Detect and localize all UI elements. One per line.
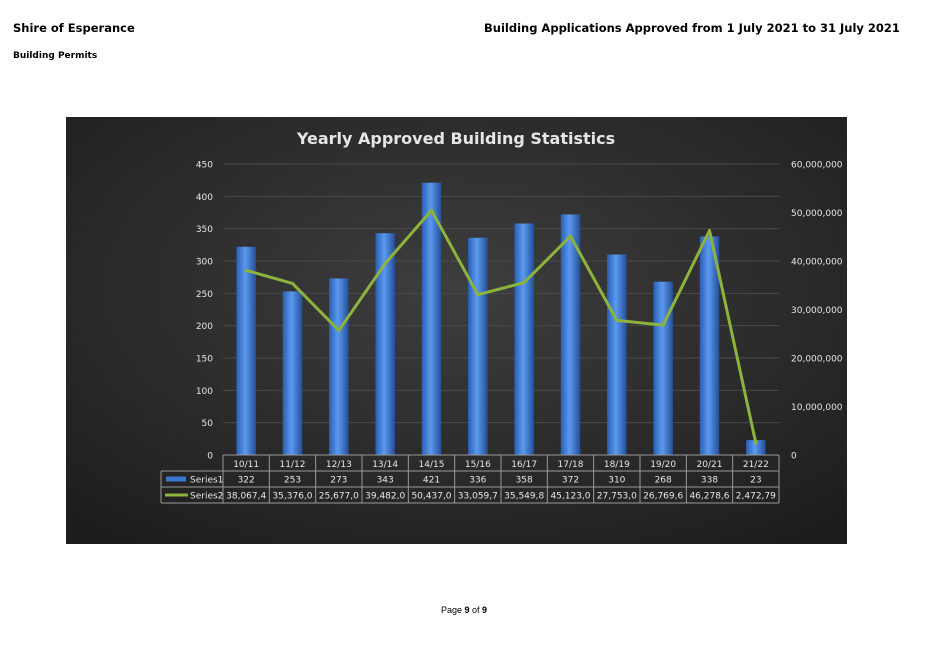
x-tick-label: 13/14 bbox=[372, 460, 398, 470]
y-left-tick-label: 150 bbox=[196, 355, 213, 365]
series2-point bbox=[569, 234, 572, 238]
x-tick-label: 15/16 bbox=[465, 460, 491, 470]
data-label: 35,549,8 bbox=[504, 492, 544, 502]
x-tick-label: 19/20 bbox=[650, 460, 676, 470]
legend-label: Series1 bbox=[190, 476, 223, 486]
series2-point bbox=[522, 281, 526, 285]
y-left-tick-label: 450 bbox=[196, 161, 213, 171]
y-left-tick-label: 50 bbox=[202, 419, 214, 429]
y-left-tick-label: 200 bbox=[196, 322, 213, 332]
yearly-building-chart: Yearly Approved Building Statistics 0 50 1… bbox=[66, 117, 847, 544]
bar bbox=[560, 214, 581, 455]
x-tick-label: 20/21 bbox=[697, 460, 723, 470]
x-tick-label: 17/18 bbox=[558, 460, 584, 470]
x-tick-label: 14/15 bbox=[419, 460, 445, 470]
bar bbox=[514, 223, 534, 455]
page-word: Page bbox=[440, 605, 462, 615]
y-right-tick-label: 40,000,000 bbox=[791, 258, 843, 268]
data-label: 2,472,79 bbox=[736, 492, 776, 502]
bar bbox=[607, 254, 627, 455]
of-word: of bbox=[472, 605, 480, 615]
y-left-tick-label: 100 bbox=[196, 387, 213, 397]
series2-point bbox=[337, 328, 341, 332]
x-tick-label: 16/17 bbox=[511, 460, 537, 470]
x-tick-label: 10/11 bbox=[233, 460, 259, 470]
y-left-tick-label: 350 bbox=[196, 225, 213, 235]
chart-title: Yearly Approved Building Statistics bbox=[296, 129, 615, 148]
data-label: 26,769,6 bbox=[643, 492, 683, 502]
y-right-tick-label: 0 bbox=[791, 452, 797, 462]
data-label: 343 bbox=[377, 476, 394, 486]
series2-point bbox=[291, 281, 294, 285]
data-label: 310 bbox=[608, 476, 625, 486]
data-label: 273 bbox=[330, 476, 347, 486]
department-name: Building Permits bbox=[13, 51, 98, 61]
series2-point bbox=[661, 323, 665, 327]
y-right-tick-label: 20,000,000 bbox=[791, 355, 843, 365]
data-label: 338 bbox=[701, 476, 718, 486]
report-title: Building Applications Approved from 1 Ju… bbox=[484, 21, 900, 35]
page-number: 9 bbox=[464, 605, 470, 615]
page-footer: Page 9 of 9 bbox=[0, 605, 928, 615]
series2-point bbox=[383, 262, 387, 266]
data-label: 27,753,0 bbox=[597, 492, 637, 502]
series2-point bbox=[476, 293, 480, 297]
data-label: 35,376,0 bbox=[272, 492, 312, 502]
data-label: 421 bbox=[423, 476, 440, 486]
data-label: 336 bbox=[469, 476, 486, 486]
y-left-tick-label: 400 bbox=[196, 193, 213, 203]
legend-label: Series2 bbox=[190, 492, 223, 502]
data-label: 33,059,7 bbox=[458, 492, 498, 502]
x-tick-label: 18/19 bbox=[604, 460, 630, 470]
data-label: 322 bbox=[238, 476, 255, 486]
series2-point bbox=[708, 229, 711, 233]
y-right-tick-label: 50,000,000 bbox=[791, 209, 843, 219]
bar bbox=[236, 246, 256, 455]
series2-line bbox=[245, 208, 758, 444]
data-label: 253 bbox=[284, 476, 301, 486]
bar bbox=[468, 237, 488, 455]
y-left-tick-label: 250 bbox=[196, 290, 213, 300]
chart-image: Yearly Approved Building Statistics 0 50 1… bbox=[66, 117, 847, 544]
bar bbox=[282, 291, 303, 455]
bar bbox=[421, 182, 442, 455]
x-tick-label: 21/22 bbox=[743, 460, 769, 470]
bar bbox=[746, 440, 766, 455]
data-label: 39,482,0 bbox=[365, 492, 405, 502]
bar bbox=[653, 281, 673, 455]
data-label: 46,278,6 bbox=[689, 492, 729, 502]
x-tick-label: 12/13 bbox=[326, 460, 352, 470]
y-right-tick-label: 60,000,000 bbox=[791, 161, 843, 171]
bar bbox=[375, 233, 395, 455]
series2-point bbox=[754, 441, 758, 445]
bar bbox=[699, 236, 720, 455]
y-left-tick-label: 0 bbox=[207, 452, 213, 462]
data-label: 45,123,0 bbox=[550, 492, 590, 502]
data-label: 268 bbox=[655, 476, 672, 486]
y-right-tick-label: 10,000,000 bbox=[791, 403, 843, 413]
y-left-tick-label: 300 bbox=[196, 258, 213, 268]
organisation-name: Shire of Esperance bbox=[13, 21, 135, 35]
y-right-tick-label: 30,000,000 bbox=[791, 306, 843, 316]
series2-point bbox=[430, 208, 433, 212]
data-label: 50,437,0 bbox=[411, 492, 451, 502]
legend-key-series1 bbox=[166, 476, 186, 482]
data-label: 38,067,4 bbox=[226, 492, 266, 502]
bar bbox=[329, 278, 349, 455]
data-label: 372 bbox=[562, 476, 579, 486]
page-total: 9 bbox=[482, 605, 488, 615]
series2-point bbox=[244, 268, 248, 272]
data-label: 23 bbox=[750, 476, 761, 486]
series2-point bbox=[615, 318, 619, 322]
x-tick-label: 11/12 bbox=[280, 460, 306, 470]
data-label: 358 bbox=[516, 476, 533, 486]
data-label: 25,677,0 bbox=[319, 492, 359, 502]
